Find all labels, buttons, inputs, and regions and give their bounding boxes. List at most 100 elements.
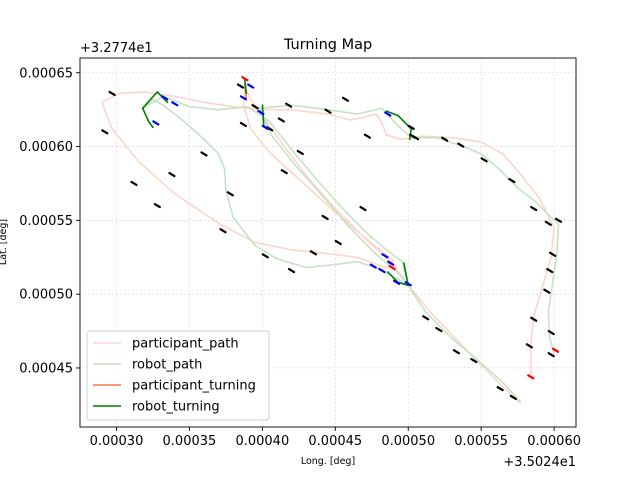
x-offset-label: +3.5024e1 bbox=[503, 455, 576, 470]
y-offset-label: +3.2774e1 bbox=[80, 41, 153, 56]
x-axis: 0.00030 0.00035 0.00040 0.00045 0.00050 0.000… bbox=[90, 427, 581, 449]
black-turn-marker bbox=[130, 180, 138, 187]
black-turn-marker bbox=[296, 149, 304, 156]
robot-turning-segment bbox=[244, 79, 248, 95]
black-turn-marker bbox=[251, 104, 259, 110]
robot-turning-segment bbox=[386, 262, 410, 287]
black-turn-marker bbox=[509, 394, 517, 401]
marker-layer bbox=[101, 76, 563, 401]
black-turn-marker bbox=[407, 124, 415, 130]
black-turn-marker bbox=[549, 251, 557, 257]
x-tick-label: 0.00030 bbox=[90, 434, 144, 449]
blue-turn-marker bbox=[369, 263, 377, 269]
x-tick-label: 0.00060 bbox=[527, 434, 581, 449]
plot-frame bbox=[79, 57, 577, 428]
blue-turn-marker bbox=[392, 279, 401, 285]
blue-turn-marker bbox=[404, 281, 412, 287]
red-turn-marker bbox=[551, 347, 560, 353]
blue-turn-marker bbox=[261, 124, 269, 130]
black-turn-marker bbox=[547, 329, 555, 336]
y-tick-label: 0.00055 bbox=[19, 214, 73, 229]
legend: participant_path robot_path participant_… bbox=[86, 330, 270, 421]
x-axis-label: Long. [deg] bbox=[301, 456, 355, 467]
y-axis: 0.00045 0.00050 0.00055 0.00060 0.00065 bbox=[19, 66, 80, 376]
blue-turn-marker bbox=[152, 120, 160, 126]
black-turn-marker bbox=[422, 315, 430, 321]
black-turn-marker bbox=[219, 228, 227, 234]
x-tick-label: 0.00040 bbox=[235, 434, 289, 449]
legend-label-robot-path: robot_path bbox=[132, 358, 202, 373]
robot-turning-segment bbox=[261, 104, 265, 127]
black-turn-marker bbox=[508, 177, 516, 184]
black-turn-marker bbox=[544, 220, 552, 226]
y-axis-label: Lat. [deg] bbox=[0, 219, 9, 265]
robot-turning-segment bbox=[141, 91, 169, 109]
y-tick-label: 0.00065 bbox=[19, 66, 73, 81]
black-turn-marker bbox=[546, 267, 554, 274]
black-turn-marker bbox=[324, 108, 332, 114]
black-turn-marker bbox=[236, 83, 245, 89]
black-turn-marker bbox=[309, 250, 318, 256]
red-turn-marker bbox=[388, 264, 396, 271]
black-turn-marker bbox=[226, 191, 234, 197]
robot-turning-segment bbox=[141, 107, 154, 129]
blue-turn-marker bbox=[387, 260, 395, 266]
black-turn-marker bbox=[168, 172, 176, 178]
black-turn-marker bbox=[480, 157, 488, 163]
legend-box bbox=[86, 330, 270, 421]
black-turn-marker bbox=[525, 343, 533, 349]
black-turn-marker bbox=[321, 214, 329, 221]
black-turn-marker bbox=[239, 121, 247, 128]
legend-label-robot-turning: robot_turning bbox=[132, 400, 220, 415]
blue-turn-marker bbox=[257, 110, 265, 116]
black-turn-marker bbox=[200, 151, 208, 157]
black-turn-marker bbox=[280, 169, 288, 175]
legend-label-participant-turning: participant_turning bbox=[132, 379, 256, 394]
black-turn-marker bbox=[435, 326, 443, 333]
red-turn-marker bbox=[527, 374, 535, 380]
participant-path-line bbox=[101, 86, 555, 403]
black-turn-marker bbox=[470, 357, 478, 364]
x-tick-label: 0.00035 bbox=[163, 434, 217, 449]
black-turn-marker bbox=[496, 386, 504, 392]
black-turn-marker bbox=[101, 129, 109, 135]
grid bbox=[80, 58, 576, 427]
black-turn-marker bbox=[153, 203, 161, 209]
black-turn-marker bbox=[457, 142, 465, 148]
black-turn-marker bbox=[277, 117, 285, 123]
black-turn-marker bbox=[543, 288, 551, 294]
x-tick-label: 0.00055 bbox=[454, 434, 508, 449]
black-turn-marker bbox=[359, 205, 367, 212]
black-turn-marker bbox=[363, 133, 371, 139]
y-tick-label: 0.00050 bbox=[19, 288, 73, 303]
black-turn-marker bbox=[452, 349, 460, 355]
black-turn-marker bbox=[411, 135, 420, 141]
black-turn-marker bbox=[285, 102, 293, 108]
black-turn-marker bbox=[261, 253, 269, 259]
black-turn-marker bbox=[441, 136, 449, 142]
black-turn-marker bbox=[530, 205, 538, 212]
blue-turn-marker bbox=[161, 95, 169, 101]
red-turn-marker bbox=[241, 76, 249, 82]
chart-title: Turning Map bbox=[283, 37, 372, 53]
y-tick-label: 0.00045 bbox=[19, 361, 73, 376]
black-turn-marker bbox=[554, 217, 563, 223]
blue-turn-marker bbox=[384, 111, 392, 117]
blue-turn-marker bbox=[381, 253, 389, 259]
x-tick-label: 0.00050 bbox=[381, 434, 435, 449]
black-turn-marker bbox=[334, 239, 342, 246]
robot-path-line bbox=[141, 95, 560, 403]
legend-label-participant-path: participant_path bbox=[132, 337, 239, 352]
y-tick-label: 0.00060 bbox=[19, 140, 73, 155]
black-turn-marker bbox=[108, 90, 116, 97]
x-tick-label: 0.00045 bbox=[308, 434, 362, 449]
blue-turn-marker bbox=[247, 83, 255, 89]
black-turn-marker bbox=[287, 267, 296, 274]
blue-turn-marker bbox=[239, 95, 247, 101]
black-turn-marker bbox=[530, 316, 538, 322]
blue-turn-marker bbox=[171, 101, 179, 107]
blue-turn-marker bbox=[378, 267, 386, 274]
black-turn-marker bbox=[341, 96, 350, 102]
black-turn-marker bbox=[547, 352, 555, 358]
